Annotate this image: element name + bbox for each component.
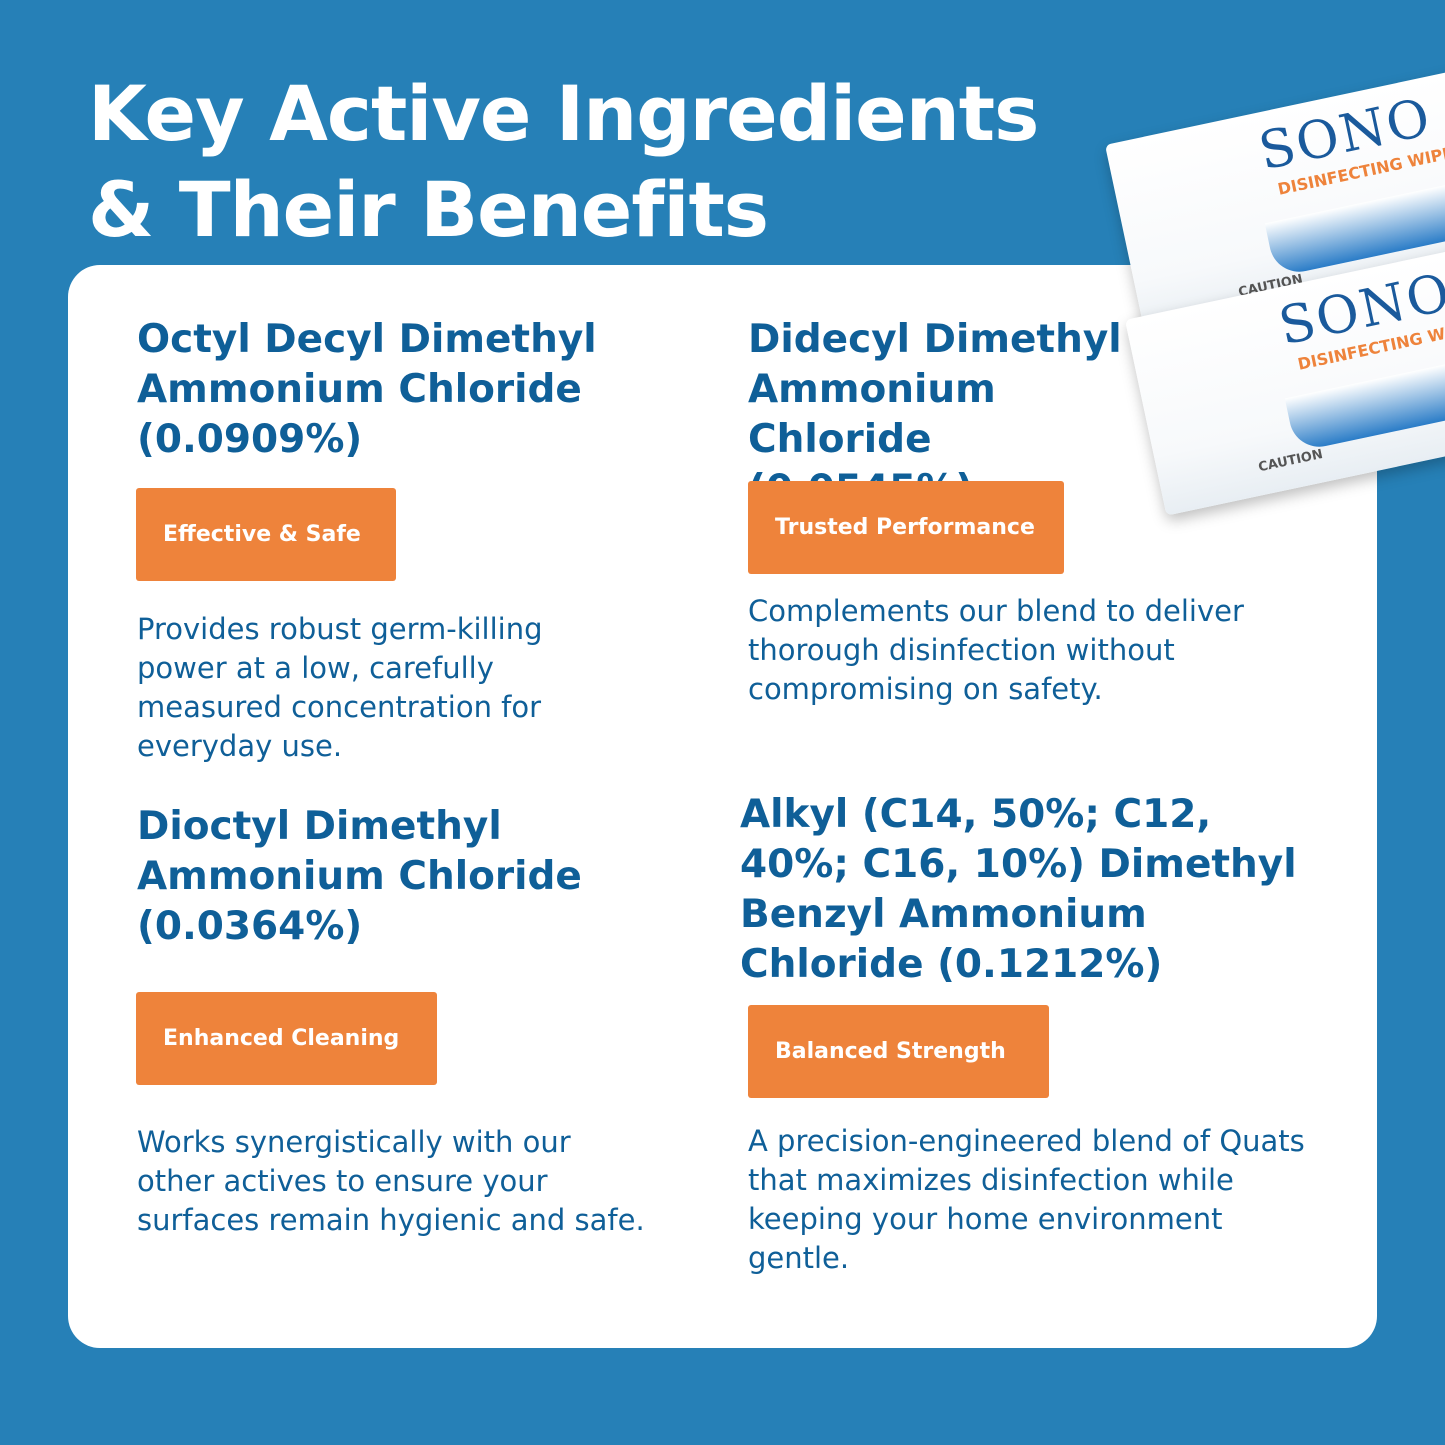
ingredient-description: Provides robust germ-killing power at a …	[137, 612, 543, 763]
ingredient-description: A precision-engineered blend of Quats th…	[748, 1124, 1305, 1275]
badge-effective-safe: Effective & Safe	[136, 488, 396, 581]
page-title: Key Active Ingredients & Their Benefits	[88, 66, 1039, 258]
title-line-2: & Their Benefits	[88, 165, 769, 254]
ingredient-name: Octyl Decyl Dimethyl Ammonium Chloride (…	[137, 317, 597, 462]
ingredient-name: Alkyl (C14, 50%; C12, 40%; C16, 10%) Dim…	[740, 792, 1297, 987]
caution-text: CAUTION	[1257, 447, 1325, 476]
ingredient-description: Works synergistically with our other act…	[137, 1125, 645, 1237]
badge-balanced-strength: Balanced Strength	[748, 1005, 1049, 1098]
ingredient-description: Complements our blend to deliver thoroug…	[748, 594, 1244, 706]
ingredient-name: Dioctyl Dimethyl Ammonium Chloride (0.03…	[137, 804, 582, 949]
title-line-1: Key Active Ingredients	[88, 69, 1039, 158]
ingredient-1: Octyl Decyl Dimethyl Ammonium Chloride (…	[137, 315, 657, 465]
ingredient-4: Alkyl (C14, 50%; C12, 40%; C16, 10%) Dim…	[740, 790, 1320, 990]
badge-enhanced-cleaning: Enhanced Cleaning	[136, 992, 437, 1085]
badge-trusted-performance: Trusted Performance	[748, 481, 1064, 574]
ingredient-3: Dioctyl Dimethyl Ammonium Chloride (0.03…	[137, 802, 657, 952]
